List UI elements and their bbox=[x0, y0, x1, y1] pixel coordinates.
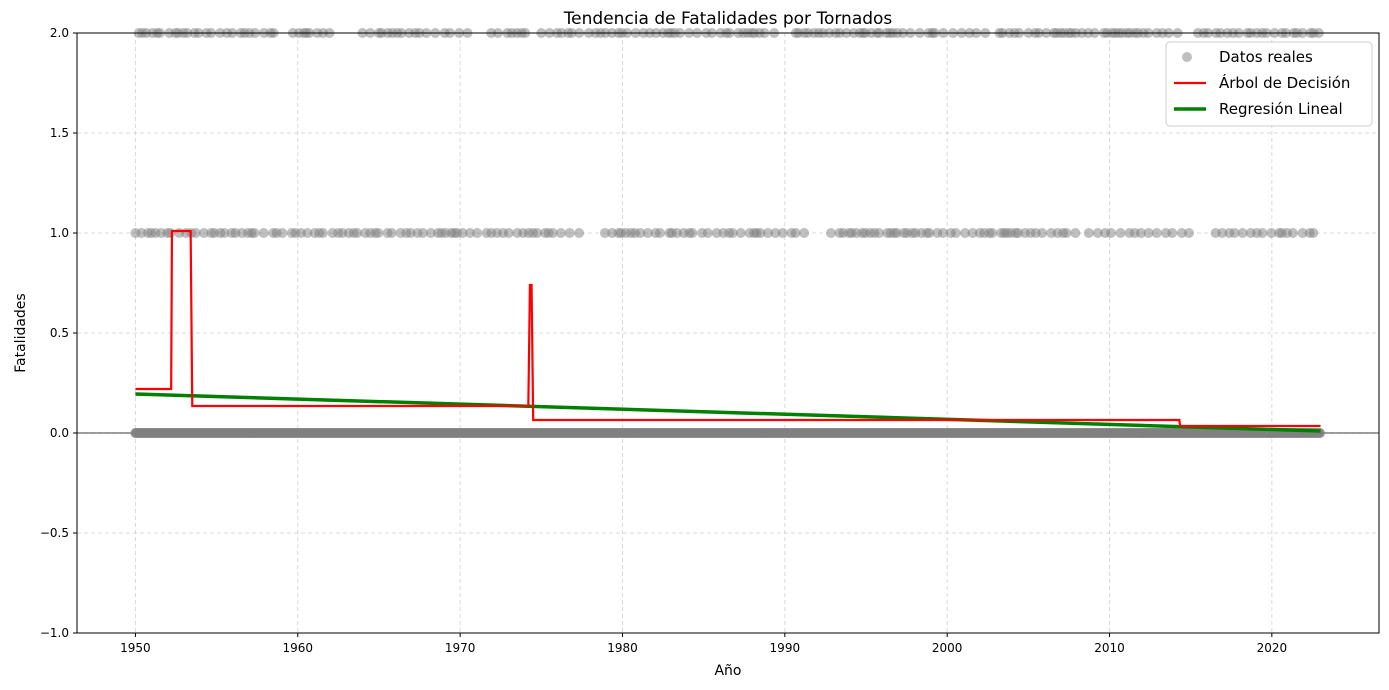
data-point bbox=[1115, 228, 1126, 238]
y-tick-label: 1.5 bbox=[50, 126, 69, 140]
data-point bbox=[1105, 228, 1116, 238]
data-point bbox=[755, 228, 766, 238]
data-point bbox=[532, 228, 543, 238]
data-point bbox=[702, 228, 713, 238]
data-point bbox=[762, 228, 773, 238]
line-arbol-decision bbox=[135, 229, 1321, 428]
data-point bbox=[599, 228, 610, 238]
data-point bbox=[799, 228, 810, 238]
data-point bbox=[1070, 228, 1081, 238]
data-point bbox=[938, 228, 949, 238]
line-series-layer bbox=[135, 229, 1321, 433]
data-point bbox=[1176, 228, 1187, 238]
data-point bbox=[967, 228, 978, 238]
data-point bbox=[687, 228, 698, 238]
data-point bbox=[950, 228, 961, 238]
data-point bbox=[770, 228, 781, 238]
data-point bbox=[1083, 228, 1094, 238]
data-point bbox=[547, 228, 558, 238]
data-point bbox=[1183, 228, 1194, 238]
data-point bbox=[574, 228, 585, 238]
data-point bbox=[1217, 228, 1228, 238]
data-point bbox=[891, 228, 902, 238]
data-point bbox=[417, 228, 428, 238]
data-point bbox=[457, 228, 468, 238]
data-point bbox=[924, 228, 935, 238]
legend-label-datos-reales: Datos reales bbox=[1219, 48, 1313, 66]
data-point bbox=[317, 228, 328, 238]
data-point bbox=[352, 228, 363, 238]
y-tick-label: 0.5 bbox=[50, 326, 69, 340]
x-tick-label: 1970 bbox=[445, 641, 476, 655]
data-point bbox=[960, 228, 971, 238]
data-point bbox=[249, 228, 260, 238]
data-point bbox=[874, 228, 885, 238]
scatter-series-datos-reales bbox=[130, 28, 1325, 438]
data-point bbox=[564, 228, 575, 238]
data-point bbox=[503, 228, 514, 238]
data-point bbox=[1037, 228, 1048, 238]
x-tick-label: 2020 bbox=[1257, 641, 1288, 655]
data-point bbox=[277, 228, 288, 238]
data-point bbox=[555, 228, 566, 238]
data-point bbox=[1266, 228, 1277, 238]
data-point bbox=[425, 228, 436, 238]
data-point bbox=[642, 228, 653, 238]
y-tick-label: 0.0 bbox=[50, 426, 69, 440]
data-point bbox=[777, 228, 788, 238]
data-point bbox=[654, 228, 665, 238]
data-point bbox=[1229, 228, 1240, 238]
data-point bbox=[373, 228, 384, 238]
data-point bbox=[1092, 228, 1103, 238]
x-tick-label: 2010 bbox=[1094, 641, 1125, 655]
legend: Datos reales Árbol de Decisión Regresión… bbox=[1165, 41, 1373, 127]
data-point bbox=[735, 228, 746, 238]
data-point bbox=[825, 228, 836, 238]
data-point bbox=[1151, 228, 1162, 238]
y-tick-label: −1.0 bbox=[40, 626, 69, 640]
data-point bbox=[1061, 228, 1072, 238]
data-point bbox=[198, 228, 209, 238]
x-tick-label: 1950 bbox=[120, 641, 151, 655]
data-point bbox=[472, 228, 483, 238]
chart-title: Tendencia de Fatalidades por Tornados bbox=[563, 9, 893, 29]
legend-label-arbol: Árbol de Decisión bbox=[1219, 73, 1350, 92]
x-tick-label: 1960 bbox=[283, 641, 314, 655]
y-tick-label: 2.0 bbox=[50, 26, 69, 40]
data-point bbox=[302, 228, 313, 238]
data-point bbox=[1135, 228, 1146, 238]
y-tick-label: 1.0 bbox=[50, 226, 69, 240]
data-point bbox=[165, 228, 176, 238]
legend-box bbox=[1165, 41, 1373, 127]
x-tick-label: 1990 bbox=[770, 641, 801, 655]
x-tick-label: 2000 bbox=[932, 641, 963, 655]
legend-label-regresion: Regresión Lineal bbox=[1219, 100, 1343, 118]
data-point bbox=[727, 228, 738, 238]
data-point bbox=[635, 228, 646, 238]
data-point bbox=[1257, 228, 1268, 238]
x-tick-label: 1980 bbox=[607, 641, 638, 655]
data-point bbox=[258, 228, 269, 238]
legend-marker-datos-reales bbox=[1182, 52, 1192, 62]
x-axis-label: Año bbox=[714, 663, 741, 679]
data-point bbox=[790, 228, 801, 238]
line-regresion-lineal bbox=[135, 392, 1321, 433]
axis-ticks: 1950 1960 1970 1980 1990 2000 2010 2020 −1.0 −0.5… bbox=[40, 26, 1287, 655]
data-point bbox=[1308, 228, 1319, 238]
data-point bbox=[219, 228, 230, 238]
data-point bbox=[190, 228, 201, 238]
data-point bbox=[386, 228, 397, 238]
y-tick-label: −0.5 bbox=[40, 526, 69, 540]
data-point bbox=[1287, 228, 1298, 238]
data-point bbox=[1167, 228, 1178, 238]
data-point bbox=[405, 228, 416, 238]
data-point bbox=[987, 228, 998, 238]
data-point bbox=[465, 228, 476, 238]
data-point bbox=[1143, 228, 1154, 238]
data-point bbox=[1237, 228, 1248, 238]
data-point bbox=[1297, 228, 1308, 238]
y-axis-label: Fatalidades bbox=[13, 293, 29, 372]
